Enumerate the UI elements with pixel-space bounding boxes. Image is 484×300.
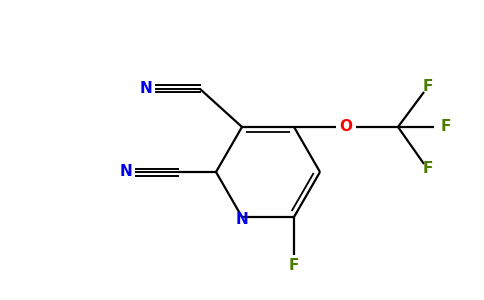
Text: F: F xyxy=(441,119,451,134)
Text: O: O xyxy=(339,119,352,134)
Text: N: N xyxy=(236,212,248,226)
Text: N: N xyxy=(139,82,152,97)
Text: N: N xyxy=(120,164,133,179)
Text: F: F xyxy=(289,257,299,272)
Text: F: F xyxy=(423,161,433,176)
Text: F: F xyxy=(423,80,433,94)
